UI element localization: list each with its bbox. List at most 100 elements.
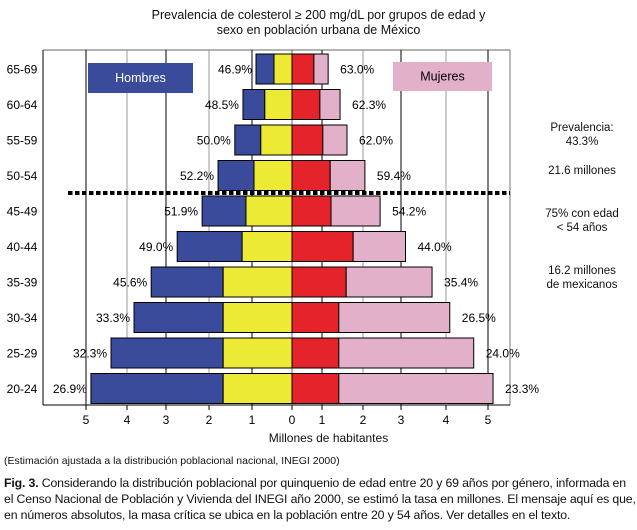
y-tick-label: 25-29 — [7, 347, 38, 361]
bar-hombres-total — [242, 89, 266, 120]
data-label-hombres: 32.3% — [73, 347, 107, 361]
bar-hombres-colesterol — [222, 337, 293, 369]
data-label-mujeres: 35.4% — [444, 276, 478, 290]
x-tick-label: 2 — [360, 413, 367, 427]
x-tick-label: 0 — [289, 413, 296, 427]
pyramid-chart: 5 4 3 2 1 0 1 2 3 4 5 65-69 46.9% 63.0% 60-64 48.5% 62.3… — [7, 49, 539, 427]
side-note-line: Prevalencia: — [550, 122, 614, 134]
bar-mujeres-colesterol — [291, 302, 340, 333]
y-tick-label: 20-24 — [7, 382, 38, 396]
bar-mujeres-total — [322, 124, 348, 156]
bar-hombres-colesterol — [222, 373, 293, 404]
data-label-hombres: 26.9% — [53, 382, 87, 396]
data-label-mujeres: 23.3% — [505, 382, 539, 396]
bar-hombres-total — [255, 53, 275, 85]
figure-caption: Fig. 3. Considerando la distribución pob… — [4, 475, 636, 523]
bar-mujeres-colesterol — [291, 89, 321, 120]
bar-hombres-total — [133, 302, 224, 333]
y-tick-label: 30-34 — [7, 311, 38, 325]
data-label-hombres: 33.3% — [96, 311, 130, 325]
x-tick-label: 5 — [485, 413, 492, 427]
bar-mujeres-total — [329, 160, 366, 191]
bar-hombres-colesterol — [222, 266, 293, 298]
chart-title: Prevalencia de colesterol ≥ 200 mg/dL po… — [0, 8, 637, 38]
y-tick-label: 60-64 — [7, 98, 38, 112]
bar-hombres-colesterol — [264, 89, 293, 120]
chart-title-line-1: Prevalencia de colesterol ≥ 200 mg/dL po… — [151, 8, 486, 22]
bar-hombres-total — [150, 266, 224, 298]
side-note-line: de mexicanos — [546, 279, 618, 291]
bar-mujeres-total — [313, 53, 329, 85]
side-note-age-share: 75% con edad < 54 años — [532, 207, 632, 235]
bar-hombres-total — [201, 195, 247, 227]
data-label-mujeres: 62.3% — [352, 98, 386, 112]
data-label-mujeres: 26.5% — [462, 311, 496, 325]
bar-mujeres-colesterol — [291, 373, 340, 404]
x-axis-label: Millones de habitantes — [268, 431, 389, 445]
side-note-line: 43.3% — [565, 136, 599, 148]
bar-mujeres-total — [330, 195, 381, 227]
source-note: (Estimación ajustada a la distribución p… — [4, 455, 340, 467]
chart-title-line-2: sexo en población urbana de México — [216, 23, 421, 37]
bar-hombres-colesterol — [253, 160, 293, 191]
x-tick-label: 5 — [83, 413, 90, 427]
data-label-hombres: 52.2% — [180, 169, 214, 183]
legend-hombres-label: Hombres — [115, 71, 166, 85]
x-tick-label: 4 — [124, 413, 131, 427]
side-note-line: 16.2 millones — [548, 265, 616, 277]
y-tick-label: 50-54 — [7, 169, 38, 183]
bar-mujeres-total — [345, 266, 433, 298]
y-tick-label: 45-49 — [7, 205, 38, 219]
bar-mujeres-colesterol — [291, 195, 332, 227]
data-label-hombres: 45.6% — [113, 276, 147, 290]
legend-mujeres-box — [393, 62, 492, 91]
x-tick-label: 1 — [249, 413, 256, 427]
side-note-prevalence: Prevalencia: 43.3% — [532, 121, 632, 149]
bar-hombres-colesterol — [260, 124, 293, 156]
y-tick-label: 35-39 — [7, 276, 38, 290]
data-label-mujeres: 62.0% — [359, 134, 393, 148]
data-label-mujeres: 63.0% — [340, 63, 374, 77]
side-note-total: 21.6 millones — [532, 164, 632, 178]
data-label-mujeres: 24.0% — [486, 347, 520, 361]
bar-mujeres-colesterol — [291, 231, 354, 262]
x-tick-label: 4 — [443, 413, 450, 427]
data-label-hombres: 46.9% — [218, 63, 252, 77]
bar-mujeres-total — [338, 373, 494, 404]
bar-mujeres-total — [338, 302, 451, 333]
bar-mujeres-total — [319, 89, 341, 120]
bar-hombres-total — [217, 160, 255, 191]
bar-mujeres-colesterol — [291, 337, 340, 369]
data-label-hombres: 51.9% — [164, 205, 198, 219]
bar-hombres-colesterol — [273, 53, 293, 85]
data-label-hombres: 50.0% — [197, 134, 231, 148]
y-tick-label: 65-69 — [7, 63, 38, 77]
bar-hombres-colesterol — [245, 195, 293, 227]
bar-hombres-total — [90, 373, 224, 404]
x-tick-label: 3 — [398, 413, 405, 427]
bar-mujeres-colesterol — [291, 124, 324, 156]
bar-hombres-colesterol — [222, 302, 293, 333]
side-note-line: 21.6 millones — [548, 165, 616, 177]
x-tick-label: 3 — [163, 413, 170, 427]
data-label-hombres: 49.0% — [139, 240, 173, 254]
y-tick-label: 55-59 — [7, 134, 38, 148]
bar-mujeres-colesterol — [291, 266, 347, 298]
bar-hombres-colesterol — [241, 231, 293, 262]
side-note-line: < 54 años — [556, 222, 608, 234]
data-label-mujeres: 54.2% — [392, 205, 426, 219]
bar-mujeres-total — [338, 337, 475, 369]
bar-hombres-total — [234, 124, 262, 156]
x-tick-label: 2 — [206, 413, 213, 427]
y-tick-label: 40-44 — [7, 240, 38, 254]
bar-hombres-total — [176, 231, 243, 262]
bar-mujeres-colesterol — [291, 53, 315, 85]
data-label-mujeres: 44.0% — [418, 240, 452, 254]
side-note-count: 16.2 millones de mexicanos — [532, 264, 632, 292]
side-note-line: 75% con edad — [545, 208, 619, 220]
bar-mujeres-total — [352, 231, 407, 262]
data-label-mujeres: 59.4% — [377, 169, 411, 183]
legend-hombres-box — [88, 63, 193, 93]
data-label-hombres: 48.5% — [205, 98, 239, 112]
legend-mujeres-label: Mujeres — [420, 70, 464, 84]
